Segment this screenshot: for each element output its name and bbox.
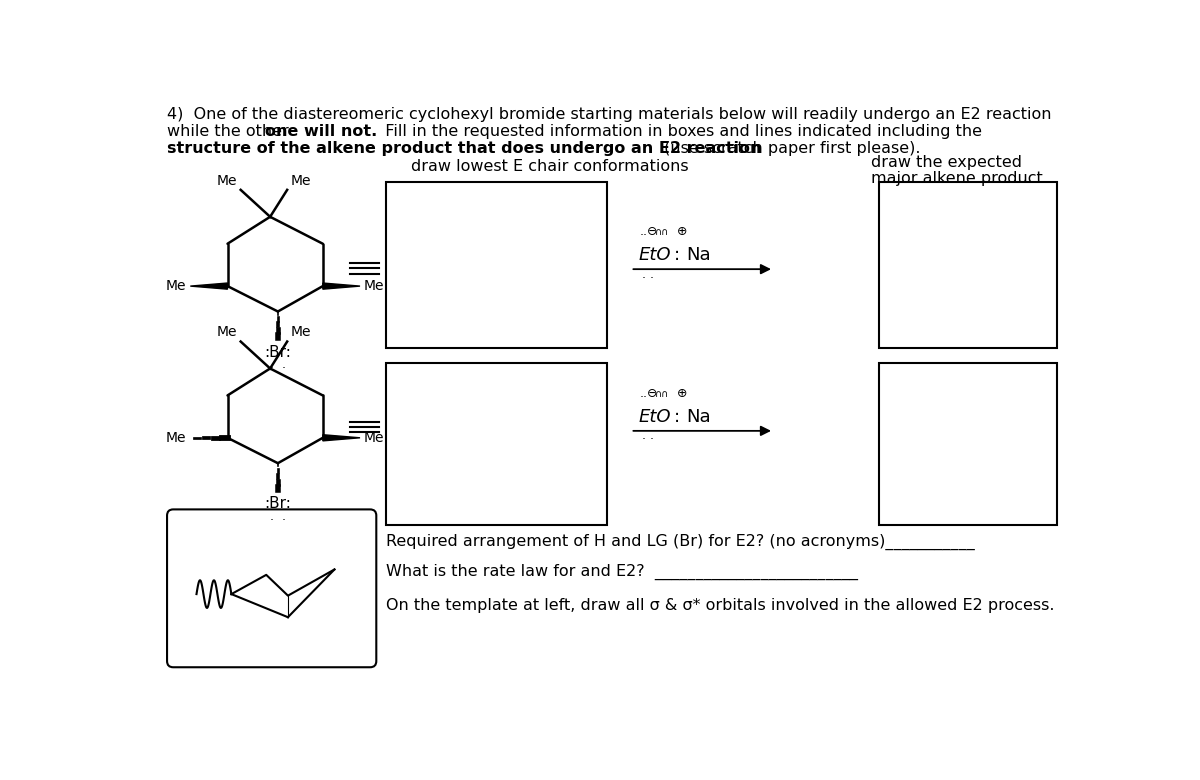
Text: ⊕: ⊕ bbox=[677, 225, 688, 239]
Bar bbox=[878, 183, 1057, 348]
Text: ·  ·: · · bbox=[270, 514, 286, 527]
Text: :: : bbox=[674, 408, 680, 426]
Text: ∩∩: ∩∩ bbox=[654, 388, 668, 399]
Text: Me: Me bbox=[364, 431, 384, 445]
Text: :: : bbox=[674, 246, 680, 264]
Text: Me: Me bbox=[217, 325, 238, 339]
Text: Na: Na bbox=[686, 246, 710, 264]
Text: ·  ·: · · bbox=[270, 363, 286, 375]
Polygon shape bbox=[323, 283, 360, 289]
Text: (use scratch paper first please).: (use scratch paper first please). bbox=[659, 141, 920, 156]
Text: EtO: EtO bbox=[638, 408, 671, 426]
Text: . .: . . bbox=[642, 268, 654, 281]
Text: Me: Me bbox=[290, 325, 311, 339]
FancyBboxPatch shape bbox=[167, 509, 377, 667]
Text: Required arrangement of H and LG (Br) for E2? (no acronyms)___________: Required arrangement of H and LG (Br) fo… bbox=[386, 534, 976, 550]
Text: Me: Me bbox=[166, 279, 186, 293]
Text: EtO: EtO bbox=[638, 246, 671, 264]
Text: draw the expected: draw the expected bbox=[871, 155, 1021, 170]
Text: ∩∩: ∩∩ bbox=[654, 227, 668, 237]
Text: Me: Me bbox=[217, 173, 238, 187]
Text: Fill in the requested information in boxes and lines indicated including the: Fill in the requested information in box… bbox=[374, 124, 982, 140]
Text: draw lowest E chair conformations: draw lowest E chair conformations bbox=[412, 159, 689, 174]
Text: . .: . . bbox=[642, 429, 654, 442]
Text: 4)  One of the diastereomeric cyclohexyl bromide starting materials below will r: 4) One of the diastereomeric cyclohexyl … bbox=[167, 108, 1051, 122]
Text: major alkene product: major alkene product bbox=[871, 172, 1043, 186]
Polygon shape bbox=[191, 283, 228, 289]
Bar bbox=[386, 183, 607, 348]
Bar bbox=[386, 363, 607, 525]
Text: On the template at left, draw all σ & σ* orbitals involved in the allowed E2 pro: On the template at left, draw all σ & σ*… bbox=[386, 598, 1055, 613]
Text: ..⊖: ..⊖ bbox=[640, 387, 659, 400]
Text: ⊕: ⊕ bbox=[677, 387, 688, 400]
Text: Me: Me bbox=[364, 279, 384, 293]
Text: What is the rate law for and E2?  _________________________: What is the rate law for and E2? _______… bbox=[386, 563, 858, 580]
Text: :Br:: :Br: bbox=[264, 345, 292, 360]
Text: while the other: while the other bbox=[167, 124, 294, 140]
Text: ..⊖: ..⊖ bbox=[640, 225, 659, 239]
Bar bbox=[878, 363, 1057, 525]
Text: Na: Na bbox=[686, 408, 710, 426]
Text: :Br:: :Br: bbox=[264, 496, 292, 512]
Text: structure of the alkene product that does undergo an E2 reaction: structure of the alkene product that doe… bbox=[167, 141, 762, 156]
Text: one will not.: one will not. bbox=[265, 124, 377, 140]
Text: Me: Me bbox=[166, 431, 186, 445]
Text: Me: Me bbox=[290, 173, 311, 187]
Polygon shape bbox=[323, 434, 360, 441]
